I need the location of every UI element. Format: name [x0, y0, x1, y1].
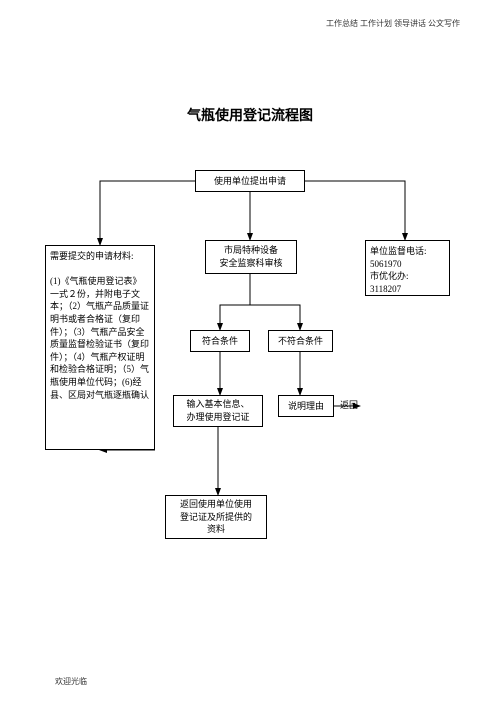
node-contact: 单位监督电话: 5061970 市优化办: 3118207 [365, 240, 450, 296]
node-explain: 说明理由 [278, 395, 334, 417]
edge-4 [220, 305, 250, 330]
node-fail: 不符合条件 [268, 330, 333, 352]
page-header: 工作总结 工作计划 领导讲话 公文写作 [326, 18, 460, 29]
node-return_cert: 返回使用单位使用 登记证及所提供的 资料 [165, 495, 267, 539]
edge-1 [100, 181, 195, 245]
return-label: 返回 [340, 398, 358, 411]
edge-5 [250, 305, 300, 330]
page-footer: 欢迎光临 [55, 676, 87, 687]
node-register: 输入基本信息、 办理使用登记证 [173, 395, 263, 427]
node-review: 市局特种设备 安全监察科审核 [205, 240, 297, 274]
node-pass: 符合条件 [190, 330, 250, 352]
node-apply: 使用单位提出申请 [195, 170, 305, 192]
edge-2 [305, 181, 405, 240]
chart-title: 气瓶使用登记流程图 [0, 105, 500, 125]
node-materials: 需要提交的申请材料: (1)《气瓶使用登记表》一式２份，并附电子文本；（2）气瓶… [45, 245, 155, 450]
